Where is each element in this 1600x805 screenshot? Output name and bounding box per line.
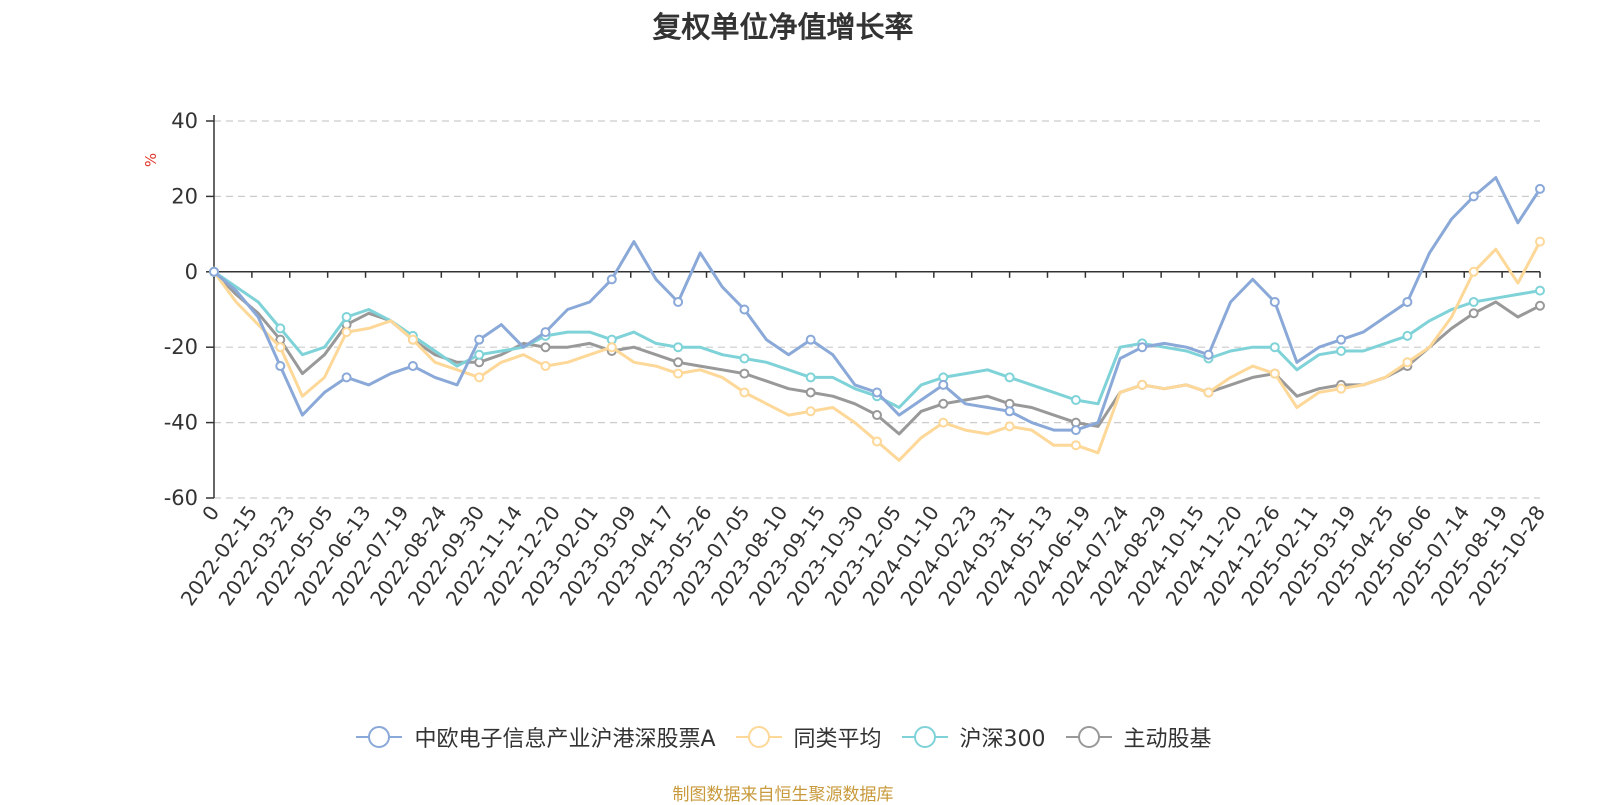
- data-point: [1269, 296, 1280, 307]
- data-point: [1269, 368, 1280, 379]
- legend: 中欧电子信息产业沪港深股票A 同类平均 沪深300 主动股基: [0, 721, 1566, 753]
- legend-label: 沪深300: [959, 727, 1046, 752]
- series-lines: [209, 176, 1545, 462]
- legend-circle: [368, 726, 391, 748]
- data-point: [1402, 330, 1413, 341]
- data-point: [1336, 345, 1347, 356]
- data-point: [275, 361, 286, 372]
- data-point: [805, 372, 816, 383]
- data-point: [872, 436, 882, 447]
- y-tick-label: 0: [185, 260, 198, 284]
- data-point: [1402, 296, 1413, 307]
- y-tick-label: 40: [171, 109, 198, 133]
- data-point: [739, 387, 750, 398]
- data-point: [805, 406, 816, 417]
- axes: 40200-20-40-6002022-02-152022-03-232022-…: [164, 109, 1550, 610]
- data-point: [1004, 421, 1015, 432]
- data-point: [872, 410, 882, 421]
- source-footer: 制图数据来自恒生聚源数据库: [672, 785, 894, 805]
- data-point: [341, 372, 352, 383]
- legend-item[interactable]: 主动股基: [1064, 721, 1212, 753]
- legend-circle: [747, 726, 770, 748]
- y-axis-unit-label: %: [142, 153, 160, 167]
- legend-label: 主动股基: [1123, 727, 1212, 752]
- data-point: [673, 368, 684, 379]
- data-point: [1004, 372, 1015, 383]
- legend-item[interactable]: 同类平均: [734, 721, 882, 753]
- data-point: [673, 296, 684, 307]
- data-point: [805, 387, 816, 398]
- data-point: [1535, 300, 1545, 311]
- data-point: [540, 361, 551, 372]
- data-point: [1004, 406, 1015, 417]
- data-point: [872, 387, 882, 398]
- data-point: [606, 342, 617, 353]
- data-point: [540, 327, 551, 338]
- legend-item[interactable]: 中欧电子信息产业沪港深股票A: [354, 721, 716, 753]
- data-point: [209, 266, 219, 277]
- legend-line-circle-icon: [356, 726, 403, 748]
- data-point: [1535, 183, 1545, 194]
- legend-circle: [913, 726, 936, 748]
- data-point: [474, 372, 485, 383]
- data-point: [540, 342, 551, 353]
- data-point: [1137, 379, 1148, 390]
- data-point: [1535, 236, 1545, 247]
- data-point: [407, 361, 418, 372]
- data-point: [1070, 425, 1081, 436]
- data-point: [474, 334, 485, 345]
- data-point: [739, 304, 750, 315]
- legend-label: 同类平均: [793, 727, 882, 752]
- data-point: [1468, 296, 1479, 307]
- legend-circle: [1077, 726, 1100, 748]
- legend-line-circle-icon: [1065, 726, 1112, 748]
- data-point: [407, 334, 418, 345]
- data-point: [275, 323, 286, 334]
- data-point: [1070, 394, 1081, 405]
- data-point: [739, 368, 750, 379]
- data-point: [606, 274, 617, 285]
- legend-label: 中欧电子信息产业沪港深股票A: [414, 727, 716, 752]
- data-point: [1137, 342, 1148, 353]
- data-point: [1269, 342, 1280, 353]
- data-point: [1203, 387, 1214, 398]
- data-point: [1336, 334, 1347, 345]
- data-point: [341, 312, 352, 323]
- data-point: [805, 334, 816, 345]
- y-tick-label: -20: [164, 335, 198, 359]
- data-point: [1468, 266, 1479, 277]
- data-point: [938, 379, 949, 390]
- y-tick-label: 20: [171, 184, 198, 208]
- data-point: [1468, 191, 1479, 202]
- legend-line-circle-icon: [735, 726, 782, 748]
- data-point: [1535, 285, 1545, 296]
- chart-title: 复权单位净值增长率: [652, 10, 914, 44]
- data-point: [1070, 440, 1081, 451]
- data-point: [938, 417, 949, 428]
- legend-item[interactable]: 沪深300: [900, 721, 1046, 753]
- data-point: [673, 342, 684, 353]
- data-point: [1203, 349, 1214, 360]
- data-point: [341, 327, 352, 338]
- data-point: [1468, 308, 1479, 319]
- data-point: [673, 357, 684, 368]
- data-point: [1336, 383, 1347, 394]
- data-point: [1402, 357, 1413, 368]
- data-point: [739, 353, 750, 364]
- data-point: [474, 349, 485, 360]
- data-point: [938, 398, 949, 409]
- x-tick-label: 0: [197, 501, 224, 525]
- y-tick-label: -60: [164, 486, 198, 510]
- legend-line-circle-icon: [901, 726, 948, 748]
- y-tick-label: -40: [164, 411, 198, 435]
- data-point: [275, 342, 286, 353]
